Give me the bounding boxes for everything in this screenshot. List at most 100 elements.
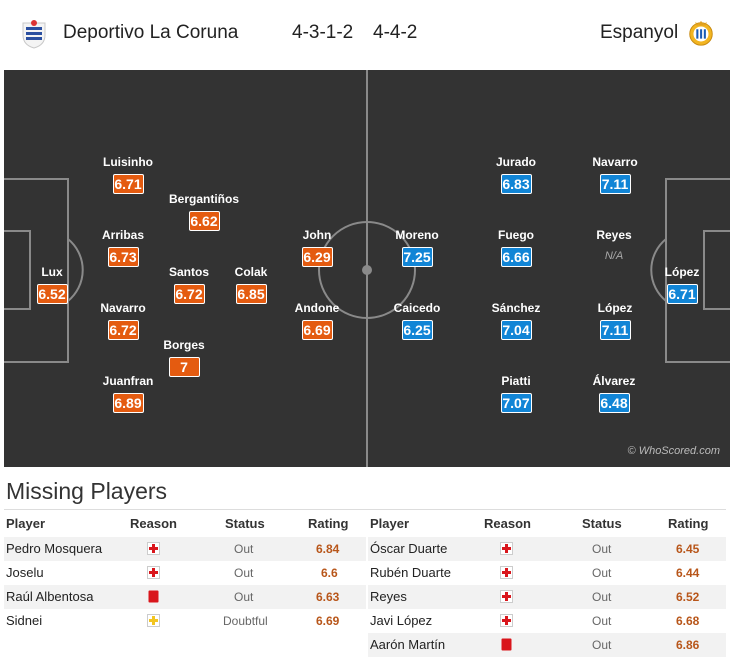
table-row[interactable]: Sidnei Doubtful 6.69	[4, 609, 366, 633]
player-name: Fuego	[498, 228, 534, 242]
home-player-lux[interactable]: Lux 6.52	[12, 265, 92, 304]
player-name: Andone	[294, 301, 340, 315]
player-rating: 6.71	[666, 284, 698, 304]
home-player-arribas[interactable]: Arribas 6.73	[83, 228, 163, 267]
player-rating: 6.69	[301, 320, 333, 340]
missing-status: Out	[592, 590, 612, 604]
player-rating: 6.72	[107, 320, 139, 340]
divider	[4, 509, 726, 510]
match-header: Deportivo La Coruna 4-3-1-2 4-4-2 Espany…	[0, 0, 730, 68]
injury-icon	[147, 566, 160, 579]
away-player-caicedo[interactable]: Caicedo 6.25	[377, 301, 457, 340]
pitch-lines	[4, 70, 730, 467]
home-player-colak[interactable]: Colak 6.85	[211, 265, 291, 304]
table-row[interactable]: Pedro Mosquera Out 6.84	[4, 537, 366, 561]
away-player-jurado[interactable]: Jurado 6.83	[476, 155, 556, 194]
player-name: Sánchez	[491, 301, 541, 315]
player-name: Piatti	[501, 374, 531, 388]
espanyol-badge-icon	[689, 20, 713, 46]
away-player-navarro[interactable]: Navarro 7.11	[575, 155, 655, 194]
table-row[interactable]: Aarón Martín Out 6.86	[368, 633, 726, 657]
home-player-borges[interactable]: Borges 7	[144, 338, 224, 377]
away-team-name[interactable]: Espanyol	[600, 22, 679, 43]
table-row[interactable]: Javi López Out 6.68	[368, 609, 726, 633]
missing-rating: 6.84	[316, 542, 340, 556]
home-player-navarro[interactable]: Navarro 6.72	[83, 301, 163, 340]
player-rating: 6.25	[401, 320, 433, 340]
away-player-alvarez[interactable]: Álvarez 6.48	[574, 374, 654, 413]
table-row[interactable]: Reyes Out 6.52	[368, 585, 726, 609]
player-name: Moreno	[395, 228, 439, 242]
player-rating: 7.25	[401, 247, 433, 267]
player-name: Jurado	[495, 155, 536, 169]
player-rating: 7.04	[500, 320, 532, 340]
col-player: Player	[370, 516, 410, 531]
player-name: Borges	[163, 338, 205, 352]
missing-player-name[interactable]: Aarón Martín	[370, 637, 446, 652]
missing-player-name[interactable]: Joselu	[6, 565, 44, 580]
missing-player-name[interactable]: Óscar Duarte	[370, 541, 448, 556]
away-player-piatti[interactable]: Piatti 7.07	[476, 374, 556, 413]
away-player-lopez-gk[interactable]: López 6.71	[642, 265, 722, 304]
red-card-icon	[501, 638, 512, 651]
missing-player-name[interactable]: Rubén Duarte	[370, 565, 451, 580]
col-reason: Reason	[130, 516, 177, 531]
player-rating: N/A	[604, 250, 624, 262]
injury-icon	[500, 566, 513, 579]
away-formation: 4-4-2	[373, 22, 418, 43]
player-name: Arribas	[101, 228, 145, 242]
home-player-john[interactable]: John 6.29	[277, 228, 357, 267]
col-status: Status	[225, 516, 265, 531]
missing-player-name[interactable]: Pedro Mosquera	[6, 541, 103, 556]
table-row[interactable]: Joselu Out 6.6	[4, 561, 366, 585]
home-player-santos[interactable]: Santos 6.72	[149, 265, 229, 304]
player-rating: 6.85	[235, 284, 267, 304]
away-player-reyes[interactable]: Reyes N/A	[574, 228, 654, 267]
home-team-name[interactable]: Deportivo La Coruna	[63, 22, 239, 43]
player-name: Caicedo	[393, 301, 441, 315]
missing-player-name[interactable]: Javi López	[370, 613, 433, 628]
doubtful-icon	[147, 614, 160, 627]
missing-status: Out	[234, 566, 254, 580]
missing-status: Out	[592, 614, 612, 628]
player-rating: 7.11	[599, 174, 631, 194]
home-player-juanfran[interactable]: Juanfran 6.89	[88, 374, 168, 413]
away-player-moreno[interactable]: Moreno 7.25	[377, 228, 457, 267]
player-name: López	[597, 301, 633, 315]
missing-status: Doubtful	[223, 614, 268, 628]
player-rating: 6.66	[500, 247, 532, 267]
player-name: Luisinho	[103, 155, 153, 169]
missing-status: Out	[234, 590, 254, 604]
col-status: Status	[582, 516, 622, 531]
missing-status: Out	[592, 638, 612, 652]
player-name: Reyes	[596, 228, 632, 242]
injury-icon	[500, 542, 513, 555]
table-row[interactable]: Raúl Albentosa Out 6.63	[4, 585, 366, 609]
player-name: Bergantiños	[168, 192, 239, 206]
col-reason: Reason	[484, 516, 531, 531]
missing-player-name[interactable]: Raúl Albentosa	[6, 589, 94, 604]
table-row[interactable]: Rubén Duarte Out 6.44	[368, 561, 726, 585]
col-rating: Rating	[668, 516, 709, 531]
home-player-luisinho[interactable]: Luisinho 6.71	[88, 155, 168, 194]
deportivo-badge-icon	[22, 20, 46, 49]
away-player-lopez[interactable]: López 7.11	[575, 301, 655, 340]
col-player: Player	[6, 516, 46, 531]
injury-icon	[147, 542, 160, 555]
home-player-andone[interactable]: Andone 6.69	[277, 301, 357, 340]
player-rating: 7.11	[599, 320, 631, 340]
player-rating: 7.07	[500, 393, 532, 413]
pitch: Luisinho 6.71 Bergantiños 6.62 Arribas 6…	[4, 70, 730, 467]
player-rating: 6.62	[188, 211, 220, 231]
red-card-icon	[148, 590, 159, 603]
missing-player-name[interactable]: Sidnei	[6, 613, 43, 628]
away-player-fuego[interactable]: Fuego 6.66	[476, 228, 556, 267]
away-player-sanchez[interactable]: Sánchez 7.04	[476, 301, 556, 340]
player-rating: 6.71	[112, 174, 144, 194]
player-name: Navarro	[592, 155, 638, 169]
missing-player-name[interactable]: Reyes	[370, 589, 407, 604]
player-rating: 6.83	[500, 174, 532, 194]
table-row[interactable]: Óscar Duarte Out 6.45	[368, 537, 726, 561]
watermark: © WhoScored.com	[627, 445, 720, 457]
home-player-bergantinos[interactable]: Bergantiños 6.62	[164, 192, 244, 231]
